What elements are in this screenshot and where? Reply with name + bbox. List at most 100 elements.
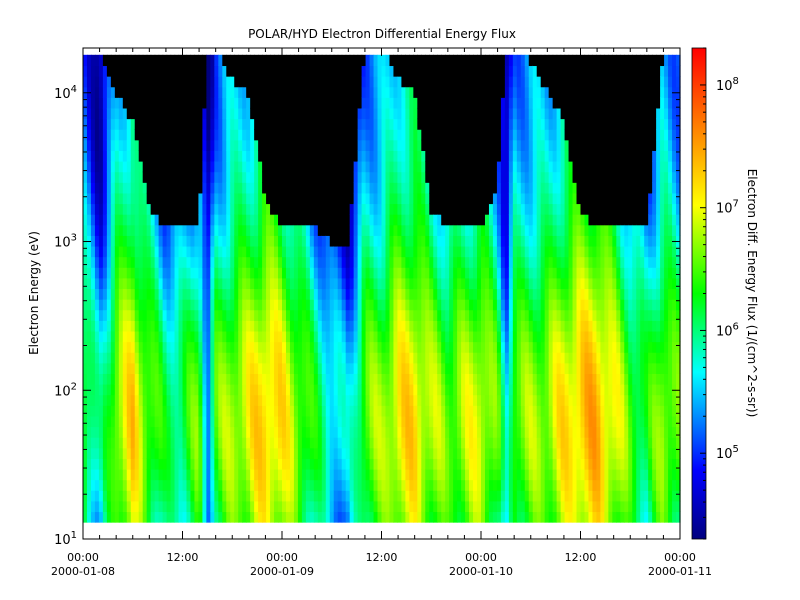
spectrogram-cell: [313, 362, 319, 374]
spectrogram-cell: [118, 341, 124, 353]
spectrogram-cell: [262, 203, 267, 215]
spectrogram-cell: [226, 129, 231, 141]
spectrogram-cell: [449, 245, 454, 258]
spectrogram-cell: [142, 299, 148, 311]
spectrogram-cell: [126, 256, 132, 268]
spectrogram-cell: [198, 76, 203, 88]
spectrogram-cell: [266, 107, 271, 120]
spectrogram-cell: [206, 511, 211, 523]
spectrogram-cell: [473, 468, 478, 481]
spectrogram-cell: [325, 182, 331, 194]
spectrogram-cell: [210, 129, 215, 141]
spectrogram-cell: [385, 214, 391, 226]
spectrogram-cell: [293, 309, 299, 321]
spectrogram-cell: [325, 330, 331, 343]
spectrogram-cell: [278, 309, 283, 321]
spectrogram-cell: [377, 299, 383, 311]
spectrogram-cell: [138, 288, 144, 300]
spectrogram-cell: [289, 214, 295, 226]
spectrogram-cell: [182, 330, 188, 343]
spectrogram-cell: [270, 256, 275, 268]
spectrogram-cell: [122, 245, 128, 258]
spectrogram-cell: [182, 458, 188, 470]
spectrogram-cell: [110, 426, 116, 438]
spectrogram-cell: [102, 256, 108, 268]
spectrogram-cell: [142, 97, 148, 109]
spectrogram-cell: [329, 224, 335, 236]
spectrogram-cell: [413, 203, 418, 215]
spectrogram-cell: [437, 267, 442, 279]
spectrogram-cell: [118, 118, 124, 130]
spectrogram-cell: [166, 426, 172, 438]
spectrogram-cell: [449, 97, 454, 109]
spectrogram-cell: [473, 107, 478, 120]
spectrogram-cell: [369, 139, 375, 151]
spectrogram-cell: [190, 394, 196, 406]
spectrogram-cell: [154, 203, 160, 215]
spectrogram-cell: [504, 118, 510, 130]
spectrogram-cell: [405, 54, 410, 67]
spectrogram-cell: [134, 511, 140, 523]
spectrogram-cell: [361, 384, 367, 396]
spectrogram-cell: [357, 447, 363, 459]
spectrogram-cell: [401, 54, 406, 67]
spectrogram-cell: [254, 235, 259, 247]
spectrogram-cell: [258, 384, 263, 396]
spectrogram-cell: [194, 203, 200, 215]
spectrogram-cell: [532, 405, 538, 417]
spectrogram-cell: [258, 267, 263, 279]
spectrogram-cell: [210, 107, 215, 120]
spectrogram-cell: [266, 54, 271, 67]
spectrogram-cell: [254, 161, 259, 173]
spectrogram-cell: [397, 65, 402, 77]
spectrogram-cell: [484, 288, 490, 300]
spectrogram-cell: [504, 341, 510, 353]
spectrogram-cell: [321, 288, 327, 300]
spectrogram-cell: [126, 500, 132, 513]
spectrogram-cell: [445, 352, 450, 364]
spectrogram-cell: [234, 362, 239, 374]
spectrogram-cell: [457, 468, 462, 481]
spectrogram-cell: [365, 171, 371, 183]
spectrogram-cell: [365, 192, 371, 205]
spectrogram-cell: [190, 490, 196, 502]
spectrogram-cell: [289, 415, 295, 428]
spectrogram-cell: [365, 129, 371, 141]
spectrogram-cell: [492, 511, 498, 523]
spectrogram-cell: [194, 65, 200, 77]
spectrogram-cell: [361, 245, 367, 258]
spectrogram-cell: [234, 192, 239, 205]
spectrogram-cell: [365, 139, 371, 151]
spectrogram-cell: [337, 437, 343, 449]
spectrogram-cell: [234, 511, 239, 523]
spectrogram-cell: [353, 330, 359, 343]
spectrogram-cell: [234, 277, 239, 290]
spectrogram-cell: [477, 405, 482, 417]
spectrogram-cell: [381, 267, 387, 279]
spectrogram-cell: [461, 203, 466, 215]
spectrogram-cell: [83, 214, 88, 226]
spectrogram-cell: [122, 341, 128, 353]
spectrogram-cell: [250, 86, 255, 98]
spectrogram-cell: [389, 394, 395, 406]
spectrogram-cell: [266, 341, 271, 353]
spectrogram-cell: [453, 352, 458, 364]
spectrogram-cell: [429, 235, 434, 247]
spectrogram-cell: [154, 65, 160, 77]
spectrogram-cell: [433, 214, 438, 226]
spectrogram-cell: [381, 86, 387, 98]
spectrogram-cell: [341, 468, 347, 481]
spectrogram-cell: [405, 299, 410, 311]
spectrogram-cell: [222, 97, 227, 109]
spectrogram-cell: [329, 256, 335, 268]
spectrogram-cell: [274, 118, 279, 130]
spectrogram-cell: [114, 468, 120, 481]
spectrogram-cell: [492, 299, 498, 311]
spectrogram-cell: [401, 245, 406, 258]
spectrogram-cell: [397, 341, 402, 353]
spectrogram-cell: [361, 203, 367, 215]
spectrogram-cell: [369, 437, 375, 449]
spectrogram-cell: [329, 182, 335, 194]
spectrogram-cell: [266, 288, 271, 300]
spectrogram-cell: [413, 235, 418, 247]
